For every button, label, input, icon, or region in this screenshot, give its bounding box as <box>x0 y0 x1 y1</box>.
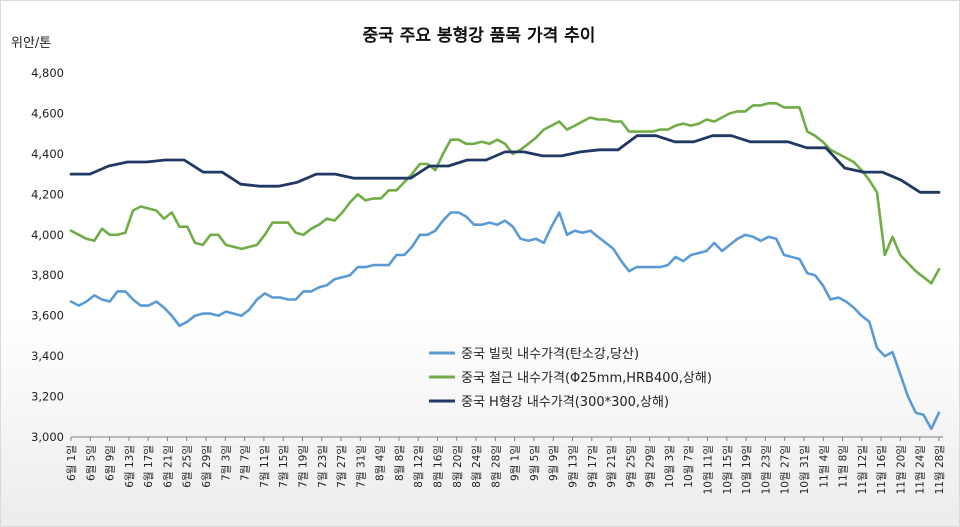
x-tick-label: 11월 24일 <box>914 445 927 494</box>
x-tick-label: 11월 12일 <box>856 445 869 494</box>
x-tick-label: 6월 21일 <box>161 445 174 488</box>
series-lines <box>69 102 941 431</box>
x-tick-label: 9월 1일 <box>509 445 522 481</box>
legend-entry: 중국 빌릿 내수가격(탄소강,당산) <box>461 347 639 362</box>
x-tick-label: 7월 23일 <box>316 445 329 488</box>
x-tick-label: 6월 9일 <box>104 445 117 481</box>
x-tick-label: 7월 27일 <box>335 445 348 488</box>
x-tick-label: 10월 31일 <box>798 445 811 494</box>
x-tick-label: 9월 25일 <box>624 445 637 488</box>
x-tick-label: 8월 28일 <box>489 445 502 488</box>
x-tick-label: 11월 20일 <box>894 445 907 494</box>
x-tick-label: 10월 15일 <box>721 445 734 494</box>
y-tick-label: 4,000 <box>31 228 64 242</box>
y-tick-label: 3,800 <box>31 268 64 282</box>
y-tick-label: 4,200 <box>31 187 64 201</box>
x-tick-label: 11월 8일 <box>837 445 850 488</box>
x-tick-label: 10월 23일 <box>759 445 772 494</box>
x-tick-label: 7월 3일 <box>219 445 232 481</box>
x-tick-label: 11월 28일 <box>933 445 946 494</box>
y-axis: 3,000 3,200 3,400 3,600 3,800 4,000 4,200 4,400… <box>31 66 943 444</box>
x-tick-label: 6월 1일 <box>65 445 78 481</box>
x-tick-label: 8월 16일 <box>431 445 444 488</box>
legend-entry: 중국 철근 내수가격(Φ25mm,HRB400,상해) <box>461 371 712 386</box>
x-tick-label: 10월 3일 <box>663 445 676 488</box>
y-tick-label: 4,600 <box>31 106 64 120</box>
x-tick-label: 9월 29일 <box>644 445 657 488</box>
x-tick-label: 10월 27일 <box>779 445 792 494</box>
x-tick-label: 9월 5일 <box>528 445 541 481</box>
x-tick-label: 7월 7일 <box>239 445 252 481</box>
legend-entry: 중국 H형강 내수가격(300*300,상해) <box>461 395 669 410</box>
x-tick-label: 8월 24일 <box>470 445 483 488</box>
x-tick-label: 9월 9일 <box>547 445 560 481</box>
x-tick-label: 9월 13일 <box>567 445 580 488</box>
x-tick-label: 9월 17일 <box>586 445 599 488</box>
x-tick-label: 6월 29일 <box>200 445 213 488</box>
chart-title: 중국 주요 봉형강 품목 가격 추이 <box>363 25 596 46</box>
series-line-3 <box>69 134 941 194</box>
y-tick-label: 3,400 <box>31 349 64 363</box>
y-tick-label: 3,000 <box>31 430 64 444</box>
x-tick-label: 6월 13일 <box>123 445 136 488</box>
x-tick-label: 10월 11일 <box>702 445 715 494</box>
x-tick-label: 11월 4일 <box>817 445 830 488</box>
x-tick-label: 6월 25일 <box>181 445 194 488</box>
x-tick-label: 6월 17일 <box>142 445 155 488</box>
y-tick-label: 3,600 <box>31 309 64 323</box>
y-axis-unit: 위안/톤 <box>11 36 51 51</box>
x-tick-label: 8월 12일 <box>412 445 425 488</box>
x-tick-label: 7월 19일 <box>296 445 309 488</box>
x-tick-label: 10월 19일 <box>740 445 753 494</box>
x-tick-label: 7월 15일 <box>277 445 290 488</box>
x-tick-label: 7월 11일 <box>258 445 271 488</box>
y-tick-label: 4,800 <box>31 66 64 80</box>
x-axis: 6월 1일 6월 5일 6월 9일 6월 13일 6월 17일 6월 21일 6월 25일 6… <box>65 437 946 494</box>
x-tick-label: 7월 31일 <box>354 445 367 488</box>
y-tick-label: 3,200 <box>31 390 64 404</box>
series-line-1 <box>69 211 941 431</box>
x-tick-label: 6월 5일 <box>84 445 97 481</box>
series-line-2 <box>69 102 941 285</box>
y-tick-label: 4,400 <box>31 147 64 161</box>
x-tick-label: 11월 16일 <box>875 445 888 494</box>
x-tick-label: 9월 21일 <box>605 445 618 488</box>
x-tick-label: 8월 20일 <box>451 445 464 488</box>
x-tick-label: 8월 4일 <box>374 445 387 481</box>
x-tick-label: 10월 7일 <box>682 445 695 488</box>
legend: 중국 빌릿 내수가격(탄소강,당산) 중국 철근 내수가격(Φ25mm,HRB40… <box>429 347 712 410</box>
x-tick-label: 8월 8일 <box>393 445 406 481</box>
